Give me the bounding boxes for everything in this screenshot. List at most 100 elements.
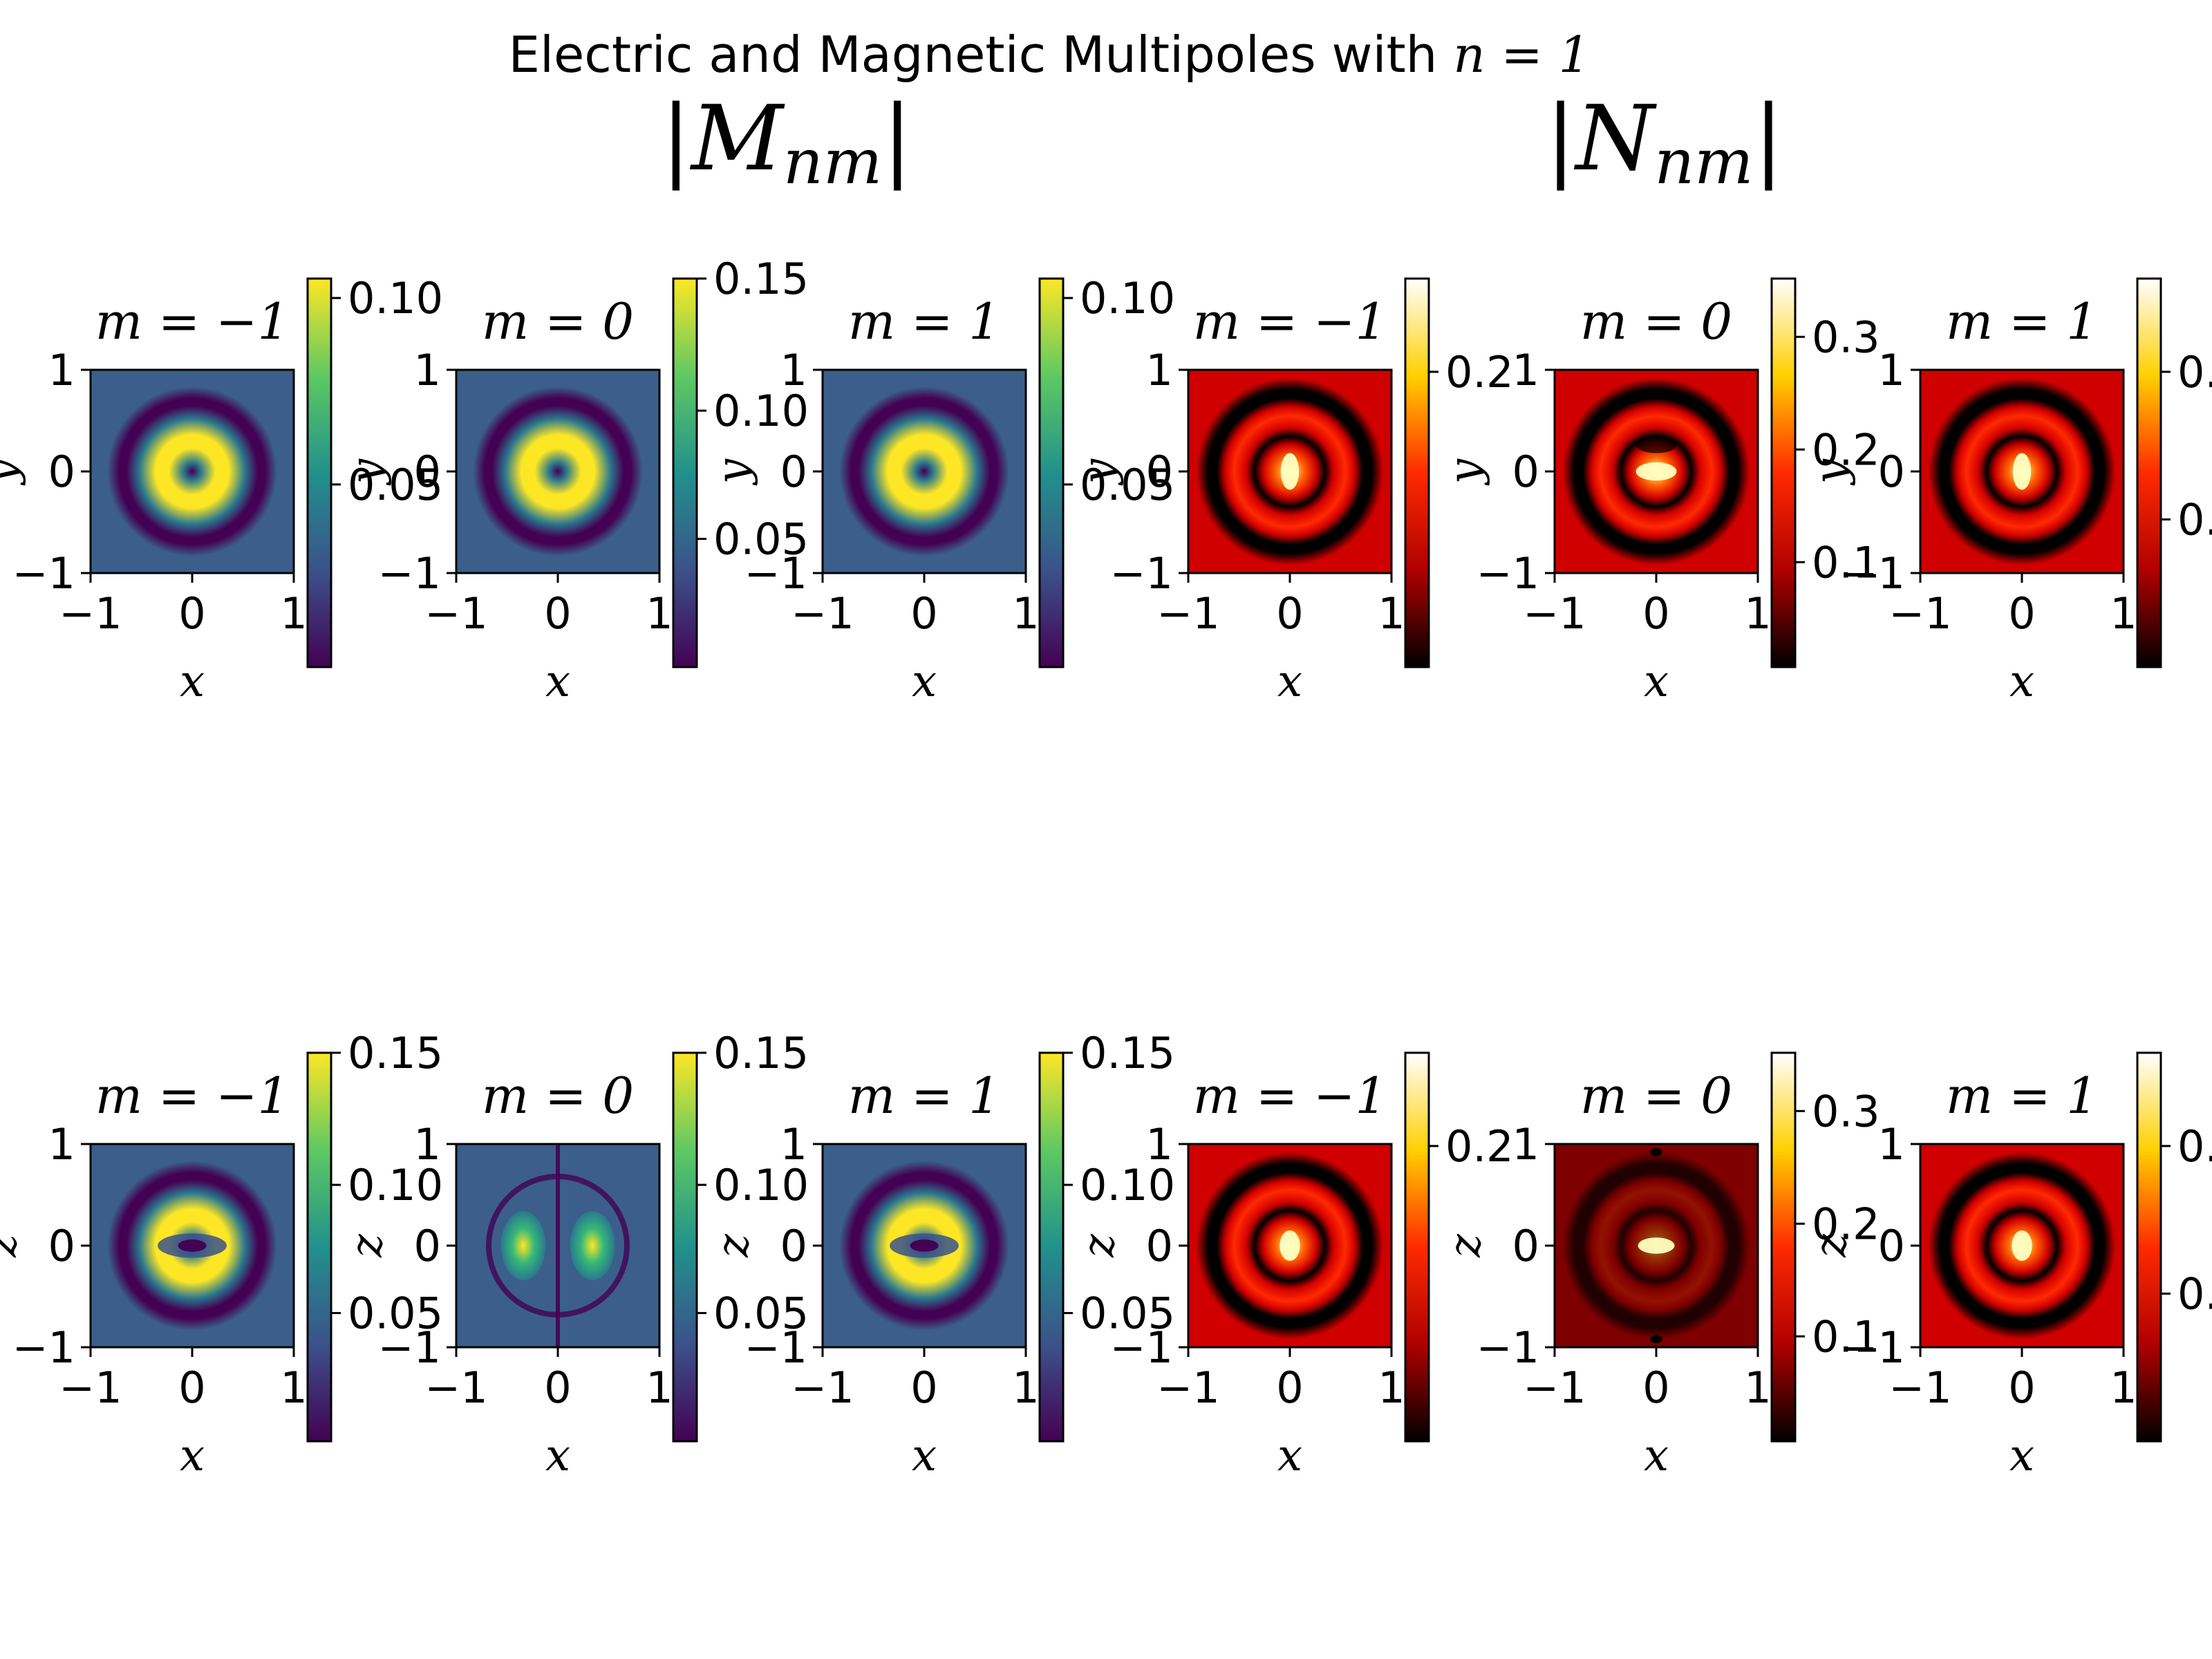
heatmap-image [823, 370, 1026, 573]
y-tick-label: −1 [378, 1322, 441, 1373]
colorbar-tick-label: 0.1 [2177, 1268, 2212, 1319]
svg-text:|Nnm|: |Nnm| [1546, 86, 1784, 198]
panel-M-row0-col2: m = 1 −1 0 1 −1 0 1 x y 0.10 0.05 [708, 273, 1175, 707]
y-tick-label: 0 [48, 1221, 75, 1271]
x-axis-label: x [912, 656, 937, 707]
colorbar-tick-label: 0.2 [2177, 1121, 2212, 1172]
panel-title: m = 1 [1946, 1067, 2098, 1125]
colorbar: 0.10 0.05 [306, 273, 443, 668]
heatmap-image [91, 370, 294, 573]
panel-title: m = 0 [482, 1067, 634, 1125]
heatmap-image [1188, 1144, 1391, 1347]
colorbar-strip [306, 1051, 332, 1443]
x-axis-label: x [1644, 1430, 1669, 1481]
heatmap-image [1555, 1144, 1758, 1347]
x-axis-label: x [545, 656, 570, 707]
x-tick-label: 0 [910, 588, 937, 639]
y-tick-label: 1 [1146, 345, 1173, 395]
x-tick-label: 0 [178, 1362, 205, 1413]
figure-title-math: n = 1 [1453, 26, 1590, 84]
x-tick-label: 0 [910, 1362, 937, 1413]
heatmap-image [1555, 370, 1758, 573]
x-tick-label: 0 [178, 588, 205, 639]
colorbar-tick-label: 0.15 [713, 254, 809, 304]
x-tick-label: 0 [544, 1362, 571, 1413]
x-tick-label: −1 [1156, 1362, 1219, 1413]
panel-M-row1-col0: m = −1 −1 0 1 −1 0 1 x z 0.15 0.10 0.05 [0, 1028, 443, 1481]
colorbar: 0.2 [1404, 1051, 1514, 1443]
x-axis-label: x [1277, 656, 1302, 707]
x-tick-label: −1 [424, 1362, 487, 1413]
colorbar-strip [1038, 1051, 1065, 1443]
y-tick-label: 0 [414, 447, 441, 497]
y-axis-label: y [341, 458, 393, 486]
colorbar-tick-label: 0.05 [1080, 1288, 1175, 1339]
x-axis-label: x [912, 1430, 937, 1481]
panel-title: m = −1 [95, 1067, 290, 1125]
y-axis-label: z [1074, 1233, 1125, 1258]
colorbar-strip [1404, 277, 1430, 668]
x-tick-label: 0 [544, 588, 571, 639]
colorbar: 0.15 0.10 0.05 [672, 1028, 809, 1443]
y-axis-label: z [0, 1233, 27, 1258]
colorbar-tick-label: 0.2 [1445, 1121, 1514, 1172]
heatmap-image [823, 1144, 1026, 1347]
panel-M-row1-col2: m = 1 −1 0 1 −1 0 1 x z 0.15 0.10 0.05 [708, 1028, 1175, 1481]
x-tick-label: 1 [1744, 588, 1771, 639]
x-tick-label: 1 [1378, 1362, 1405, 1413]
group-title-M-bar-right: | [882, 86, 912, 191]
y-tick-label: 1 [414, 1119, 441, 1170]
y-tick-label: −1 [1110, 548, 1173, 599]
colorbar-tick-label: 0.05 [713, 1288, 809, 1339]
colorbar-tick-label: 0.1 [1812, 537, 1880, 588]
y-axis-label: z [1806, 1233, 1857, 1258]
x-tick-label: 1 [2110, 588, 2137, 639]
colorbar: 0.3 0.2 0.1 [1770, 277, 1880, 668]
y-tick-label: 1 [1512, 1119, 1539, 1170]
x-tick-label: 1 [280, 588, 307, 639]
colorbar-tick-label: 0.2 [2177, 347, 2212, 397]
colorbar: 0.2 0.1 [2136, 1051, 2212, 1443]
x-axis-label: x [180, 656, 205, 707]
x-axis-label: x [545, 1430, 570, 1481]
panel-M-row1-col1: m = 0 −1 0 1 −1 0 1 x z 0.15 0.10 0.05 [341, 1028, 809, 1481]
colorbar: 0.15 0.10 0.05 [1038, 1028, 1175, 1443]
x-tick-label: 1 [1378, 588, 1405, 639]
x-axis-label: x [180, 1430, 205, 1481]
colorbar: 0.3 0.2 0.1 [1770, 1051, 1880, 1443]
y-tick-label: 1 [780, 345, 807, 395]
colorbar-tick-label: 0.15 [1080, 1028, 1175, 1078]
y-tick-label: 0 [1512, 1221, 1539, 1271]
y-tick-label: −1 [12, 548, 75, 599]
x-tick-label: −1 [59, 1362, 122, 1413]
figure-title: Electric and Magnetic Multipoles with n … [509, 26, 1591, 84]
panel-title: m = 0 [482, 292, 634, 350]
y-axis-label: y [708, 458, 759, 486]
x-axis-label: x [2009, 1430, 2034, 1481]
colorbar-tick-label: 0.2 [1445, 347, 1514, 397]
panel-N-row1-col4: m = 0 −1 0 1 −1 0 1 x z 0.3 0.2 0.1 [1440, 1051, 1880, 1481]
panel-M-row0-col1: m = 0 −1 0 1 −1 0 1 x y 0.15 0.10 0.05 [341, 254, 809, 707]
panel-M-row0-col0: m = −1 −1 0 1 −1 0 1 x y 0.10 0.05 [0, 273, 443, 707]
heatmap-image [1920, 370, 2124, 573]
y-tick-label: 1 [1878, 345, 1905, 395]
x-tick-label: 0 [1276, 1362, 1303, 1413]
y-axis-label: y [1806, 458, 1857, 486]
y-tick-label: −1 [744, 1322, 807, 1373]
colorbar-strip [672, 277, 698, 668]
x-axis-label: x [2009, 656, 2034, 707]
colorbar-tick-label: 0.15 [348, 1028, 443, 1078]
colorbar-tick-label: 0.1 [1812, 1311, 1880, 1362]
colorbar-tick-label: 0.15 [713, 1028, 809, 1078]
colorbar-strip [1404, 1051, 1430, 1443]
y-tick-label: 0 [1878, 447, 1905, 497]
panel-N-row1-col3: m = −1 −1 0 1 −1 0 1 x z 0.2 [1074, 1051, 1514, 1481]
group-title-M-symbol: M [690, 86, 785, 191]
colorbar: 0.2 [1404, 277, 1514, 668]
y-axis-label: z [708, 1233, 759, 1258]
colorbar-strip [1770, 1051, 1797, 1443]
x-tick-label: −1 [424, 588, 487, 639]
heatmap-image [456, 1144, 659, 1347]
colorbar-tick-label: 0.05 [1080, 460, 1175, 510]
